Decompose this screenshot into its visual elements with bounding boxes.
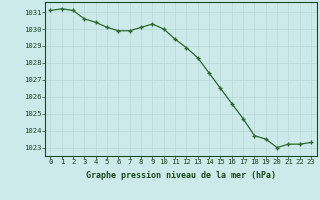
X-axis label: Graphe pression niveau de la mer (hPa): Graphe pression niveau de la mer (hPa)	[86, 171, 276, 180]
